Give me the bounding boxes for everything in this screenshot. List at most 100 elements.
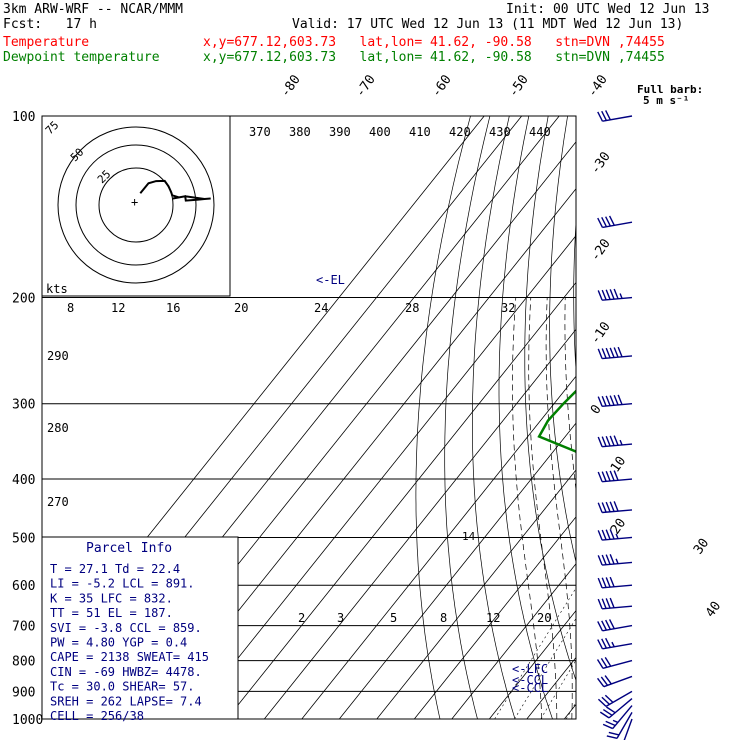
pressure-label-800: 800	[12, 655, 35, 670]
isotherm--30	[413, 516, 576, 719]
parcel-row: TT = 51 EL = 187.	[50, 606, 173, 620]
parcel-row: SREH = 262 LAPSE= 7.4	[50, 694, 202, 708]
isotherm-label--50: -50	[506, 72, 532, 100]
isotherm--40	[376, 469, 576, 719]
moist-adiabat-8	[528, 297, 558, 719]
theta-label-400: 400	[369, 125, 391, 139]
isotherm-10	[563, 703, 576, 719]
dry-adiabat-290	[524, 116, 576, 682]
isotherm-label--60: -60	[429, 72, 455, 100]
mixing-ratio-8	[565, 701, 576, 719]
isotherm-label-0: 0	[588, 402, 605, 417]
wind-barb-200	[597, 288, 633, 301]
moist-label-8: 8	[67, 301, 74, 315]
isotherm-40	[677, 116, 740, 719]
init-time: Init: 00 UTC Wed 12 Jun 13	[506, 2, 710, 17]
temperature-profile	[626, 116, 740, 719]
wind-barb-950	[602, 705, 633, 730]
parcel-row: SVI = -3.8 CCL = 859.	[50, 621, 202, 635]
hodograph-center: +	[131, 195, 138, 209]
moist-adiabat-36	[662, 298, 700, 720]
hodograph-ring-r75	[57, 126, 215, 284]
parcel-row: LI = -5.2 LCL = 891.	[50, 577, 195, 591]
mixing-label-20: 20	[537, 611, 551, 625]
isotherm--50	[338, 422, 576, 719]
theta-label-380: 380	[289, 125, 311, 139]
wind-barb-300	[597, 394, 633, 408]
dry-adiabat-260	[444, 116, 491, 719]
dry-adiabat-280	[498, 116, 553, 719]
el-marker: <-EL	[316, 273, 345, 287]
moist-label-28: 28	[405, 301, 419, 315]
moist-adiabat-16	[564, 297, 576, 493]
wind-barb-700	[597, 619, 633, 632]
moist-adiabat-12	[545, 297, 573, 719]
hodograph-units: kts	[46, 282, 68, 296]
moist-label-24: 24	[314, 301, 328, 315]
mixing-ratio-3	[514, 617, 576, 719]
wind-barb-750	[597, 637, 633, 650]
isotherm-label--80: -80	[278, 72, 304, 100]
parcel-row: CELL = 256/38	[50, 709, 144, 723]
wind-barb-450	[597, 501, 633, 514]
isotherm-label--10: -10	[588, 319, 614, 347]
pressure-label-700: 700	[12, 620, 35, 635]
dry-adiabat-350	[663, 116, 740, 719]
isotherm-0	[526, 656, 576, 719]
isotherm-50	[714, 116, 740, 719]
theta-low-label-280: 280	[47, 421, 69, 435]
wind-barb-900	[597, 690, 633, 708]
ccl-marker-2: <-CCL	[512, 681, 548, 695]
pressure-label-900: 900	[12, 685, 35, 700]
dry-adiabat-360	[683, 116, 740, 719]
wind-barb-100	[597, 110, 633, 122]
wind-barb-250	[597, 346, 633, 360]
wind-barb-850	[597, 675, 633, 688]
mixing-label-14: 14	[462, 530, 476, 543]
isotherm-label-10: 10	[608, 454, 629, 475]
wind-barb-600	[597, 576, 633, 589]
moist-label-12: 12	[111, 301, 125, 315]
theta-low-label-290: 290	[47, 349, 69, 363]
pressure-label-200: 200	[12, 292, 35, 307]
isotherm-label--30: -30	[588, 149, 614, 177]
dewpoint-location: x,y=677.12,603.73 lat,lon= 41.62, -90.58…	[203, 50, 665, 65]
moist-label-20: 20	[234, 301, 248, 315]
dewpoint-profile	[537, 389, 576, 454]
isotherm--60	[301, 375, 576, 719]
mixing-label-12: 12	[486, 611, 500, 625]
mixing-label-2: 2	[298, 611, 305, 625]
mixing-label-8: 8	[440, 611, 447, 625]
isotherm--80	[226, 281, 576, 719]
dry-adiabat-250	[415, 116, 471, 719]
wind-barb-150	[597, 215, 633, 229]
barb-legend-line1: Full barb:	[637, 83, 703, 96]
valid-time: Valid: 17 UTC Wed 12 Jun 13 (11 MDT Wed …	[292, 17, 684, 32]
moist-adiabat-4	[512, 297, 543, 719]
isotherm--20	[451, 563, 576, 719]
wind-barb-550	[597, 554, 633, 566]
mixing-label-3: 3	[337, 611, 344, 625]
theta-label-410: 410	[409, 125, 431, 139]
isotherm-label-20: 20	[608, 516, 629, 537]
wind-barb-500	[597, 529, 633, 541]
isotherm-label--40: -40	[585, 72, 611, 100]
temperature-legend: Temperature	[3, 35, 90, 50]
moist-adiabat-28	[632, 298, 649, 720]
parcel-title: Parcel Info	[86, 541, 172, 556]
parcel-row: T = 27.1 Td = 22.4	[50, 562, 180, 576]
barb-legend-line2: 5 m s⁻¹	[643, 94, 689, 107]
dry-adiabat-380	[723, 116, 740, 719]
ccl-marker: <-CCL	[512, 673, 548, 687]
pressure-label-300: 300	[12, 398, 35, 413]
wind-barb-350	[597, 435, 633, 448]
isotherm--70	[263, 328, 576, 719]
dewpoint-legend: Dewpoint temperature	[3, 50, 160, 65]
wind-barbs	[596, 110, 633, 740]
theta-label-430: 430	[489, 125, 511, 139]
isotherm-label--20: -20	[588, 236, 614, 264]
wind-barb-400	[597, 470, 633, 483]
theta-label-440: 440	[529, 125, 551, 139]
